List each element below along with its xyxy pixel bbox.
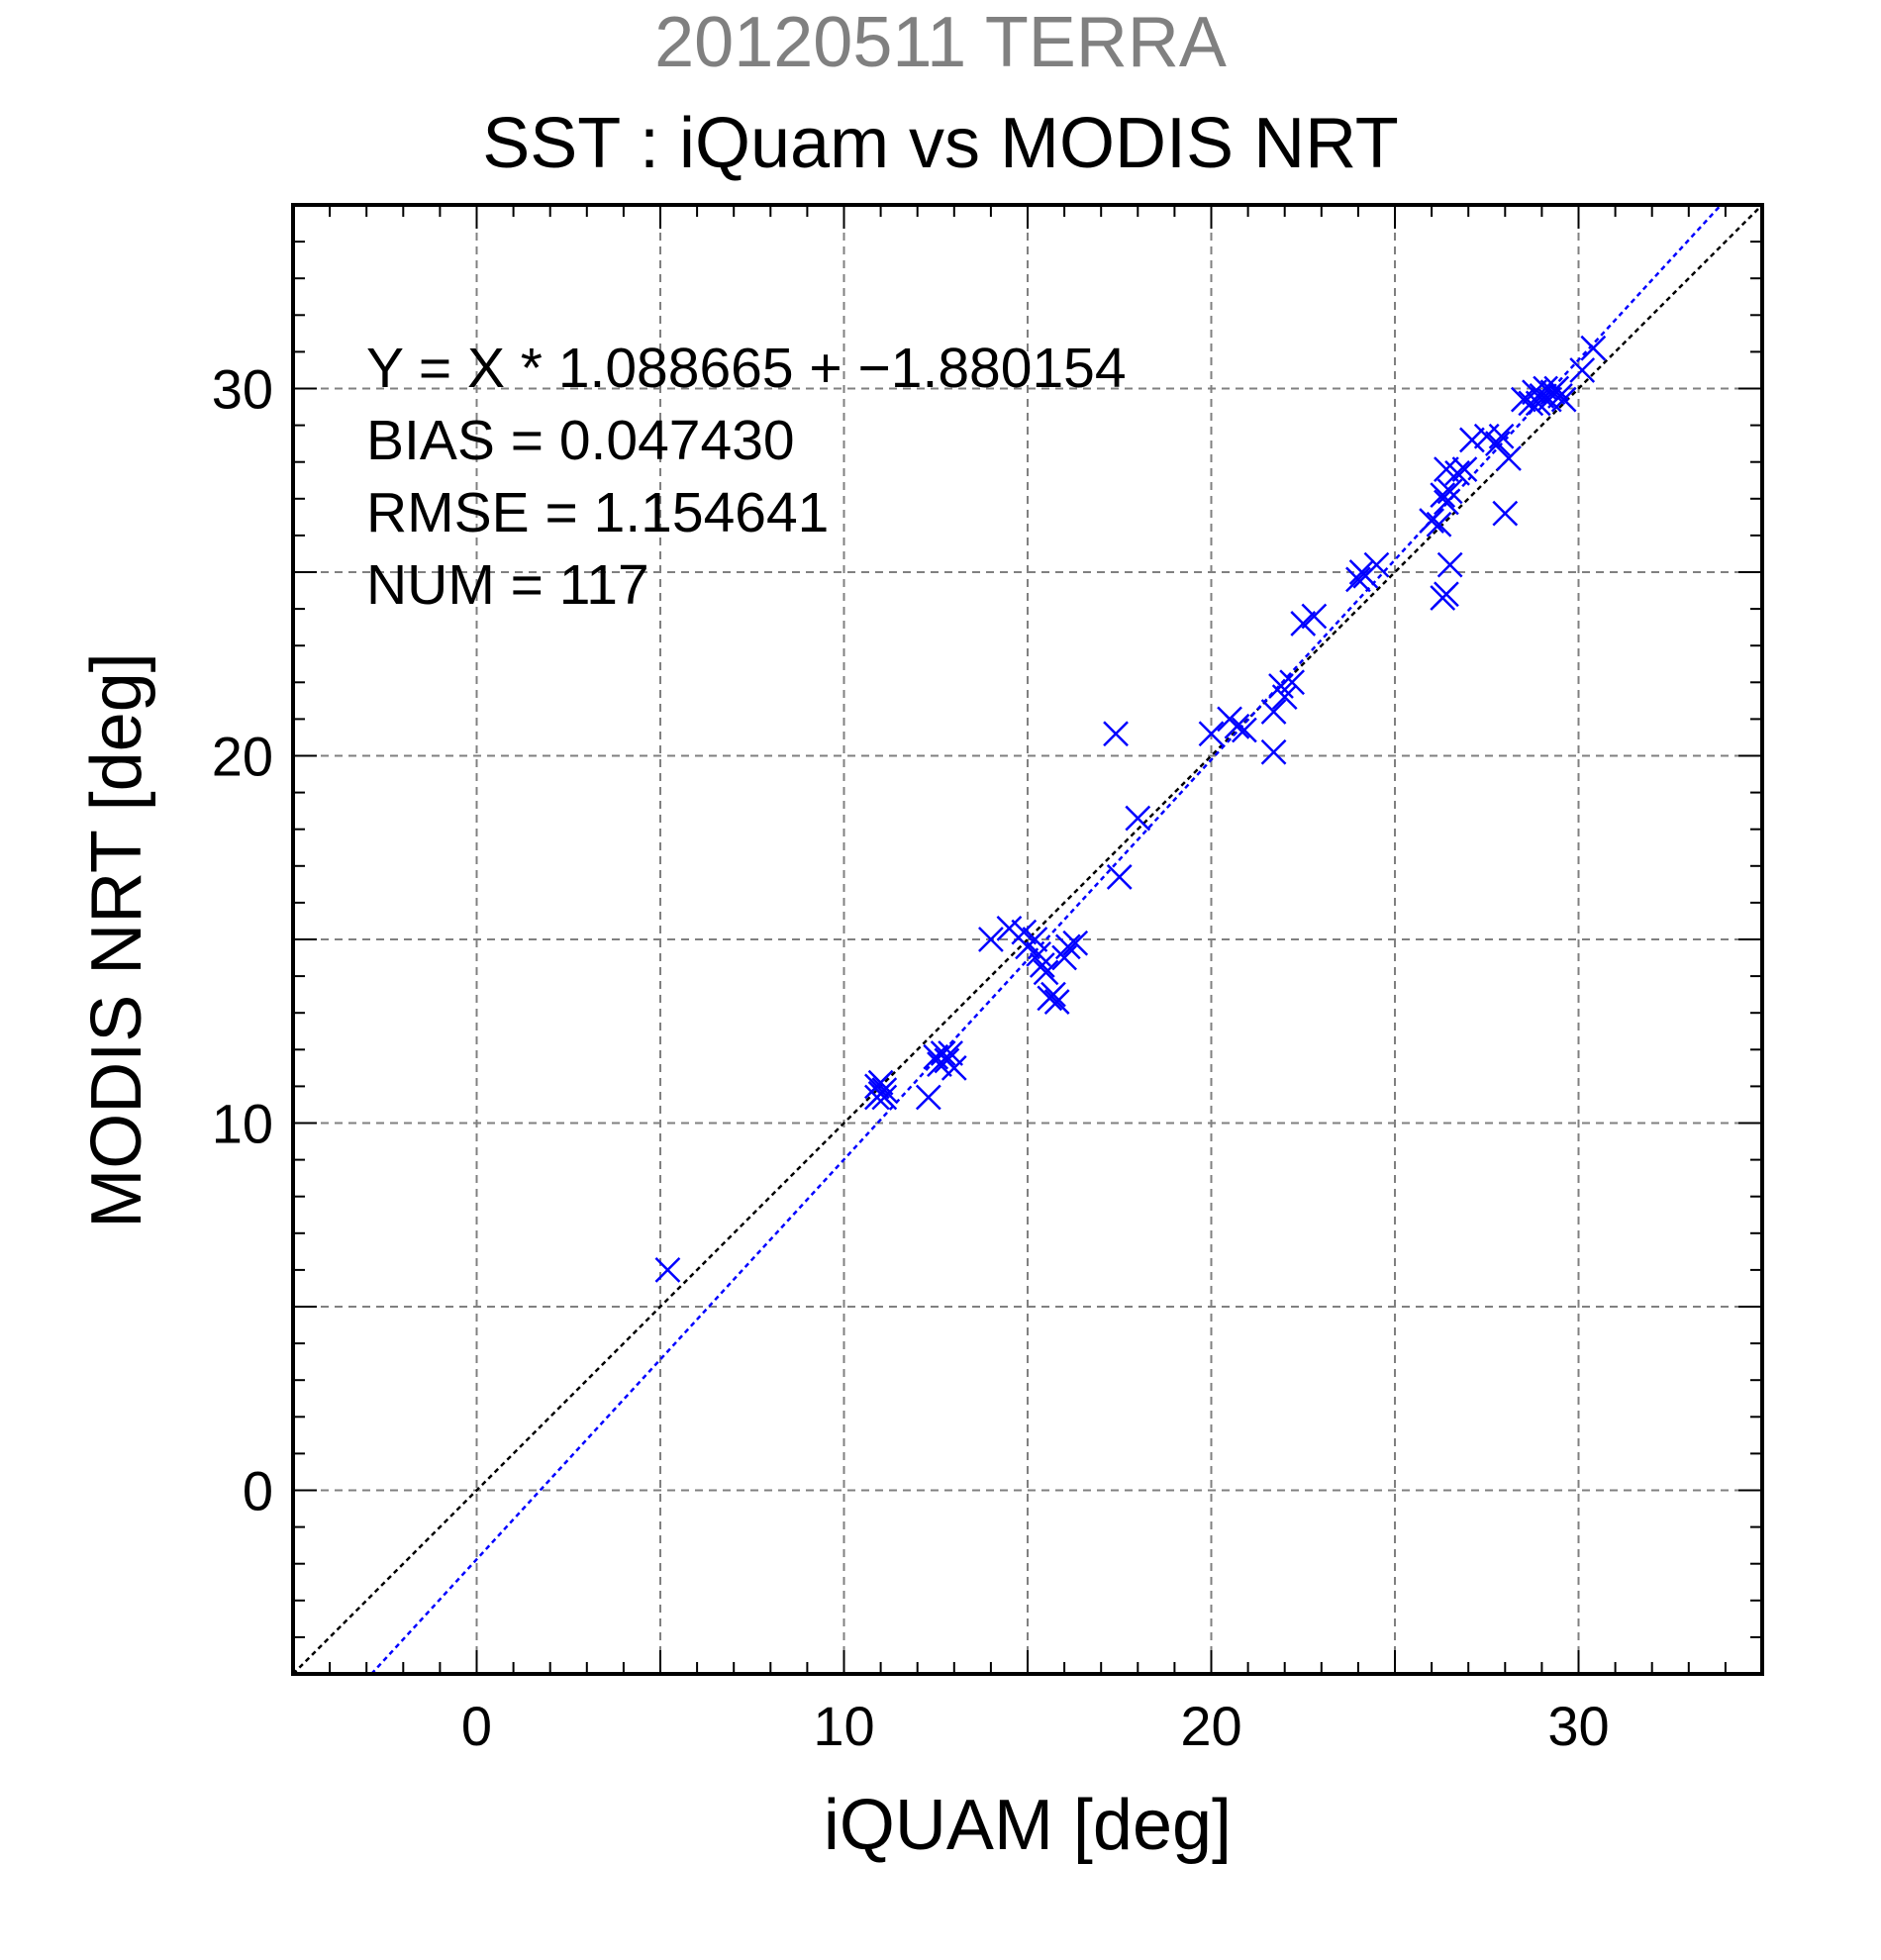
data-point-x-marker xyxy=(1043,989,1070,1015)
x-tick-label: 10 xyxy=(813,1695,874,1757)
data-point-x-marker xyxy=(1062,930,1089,956)
y-tick-label: 0 xyxy=(243,1460,273,1522)
y-axis-label: MODIS NRT [deg] xyxy=(77,652,156,1228)
y-tick-label: 30 xyxy=(212,358,273,421)
data-point-x-marker xyxy=(1290,611,1317,637)
data-point-x-marker xyxy=(1492,500,1519,527)
data-point-x-marker xyxy=(915,1084,941,1111)
plot-frame xyxy=(291,203,1764,1676)
data-point-x-marker xyxy=(1496,445,1522,471)
regression-fit-line xyxy=(370,204,1723,1675)
data-point-x-marker xyxy=(1430,482,1456,508)
data-point-x-marker xyxy=(1484,431,1511,457)
data-point-x-marker xyxy=(1569,357,1596,383)
data-point-x-marker xyxy=(1040,981,1066,1008)
data-point-x-marker xyxy=(1106,864,1133,890)
data-point-x-marker xyxy=(867,1069,894,1096)
rmse-value: RMSE = 1.154641 xyxy=(366,481,829,544)
data-point-x-marker xyxy=(1022,927,1048,952)
data-point-x-marker xyxy=(1436,478,1463,505)
grid-lines xyxy=(293,205,1762,1674)
data-point-x-marker xyxy=(1054,933,1081,960)
data-point-x-marker xyxy=(1011,919,1038,945)
data-point-x-marker xyxy=(1260,738,1287,765)
data-point-x-marker xyxy=(1550,386,1577,413)
tick-labels: 0 10 20 30 0 10 20 30 xyxy=(212,358,1610,1758)
data-point-x-marker xyxy=(1459,427,1485,453)
data-point-x-marker xyxy=(1363,551,1390,578)
data-point-x-marker xyxy=(1271,684,1298,711)
data-point-x-marker xyxy=(1488,423,1515,449)
data-point-x-marker xyxy=(1279,669,1306,696)
data-point-x-marker xyxy=(1434,581,1459,608)
data-point-x-marker xyxy=(938,1040,963,1066)
x-tick-label: 30 xyxy=(1547,1695,1609,1757)
chart-title: SST : iQuam vs MODIS NRT xyxy=(482,104,1399,183)
data-point-x-marker xyxy=(654,1257,681,1283)
data-point-x-marker xyxy=(1419,508,1444,534)
data-point-x-marker xyxy=(1125,805,1151,832)
data-point-x-marker xyxy=(1103,721,1129,747)
data-point-x-marker xyxy=(1033,959,1059,986)
data-point-x-marker xyxy=(1426,511,1452,538)
bias-value: BIAS = 0.047430 xyxy=(366,409,795,472)
data-point-x-marker xyxy=(1451,456,1478,483)
data-point-x-marker xyxy=(1301,603,1328,630)
chart-date-satellite-title: 20120511 TERRA xyxy=(654,3,1227,82)
data-points xyxy=(654,335,1607,1283)
data-point-x-marker xyxy=(1029,952,1055,978)
x-axis-label: iQUAM [deg] xyxy=(824,1786,1232,1865)
data-point-x-marker xyxy=(930,1040,956,1066)
data-point-x-marker xyxy=(1198,721,1225,747)
data-point-x-marker xyxy=(1260,699,1287,725)
data-point-x-marker xyxy=(940,1054,967,1081)
num-value: NUM = 117 xyxy=(366,553,649,617)
data-point-x-marker xyxy=(1543,375,1570,402)
data-point-x-marker xyxy=(978,927,1004,952)
data-point-x-marker xyxy=(871,1084,898,1111)
y-tick-label: 20 xyxy=(212,726,273,788)
data-point-x-marker xyxy=(864,1084,890,1111)
data-point-x-marker xyxy=(1444,459,1470,486)
data-point-x-marker xyxy=(1580,335,1607,361)
regression-equation: Y = X * 1.088665 + −1.880154 xyxy=(366,337,1127,400)
y-tick-label: 10 xyxy=(212,1093,273,1155)
data-point-x-marker xyxy=(1232,717,1257,743)
x-tick-label: 20 xyxy=(1180,1695,1241,1757)
data-point-x-marker xyxy=(1345,566,1371,593)
data-point-x-marker xyxy=(1436,551,1463,578)
x-tick-label: 0 xyxy=(461,1695,492,1757)
data-point-x-marker xyxy=(1224,713,1250,739)
